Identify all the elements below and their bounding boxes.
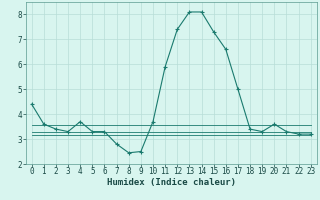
X-axis label: Humidex (Indice chaleur): Humidex (Indice chaleur) <box>107 178 236 187</box>
